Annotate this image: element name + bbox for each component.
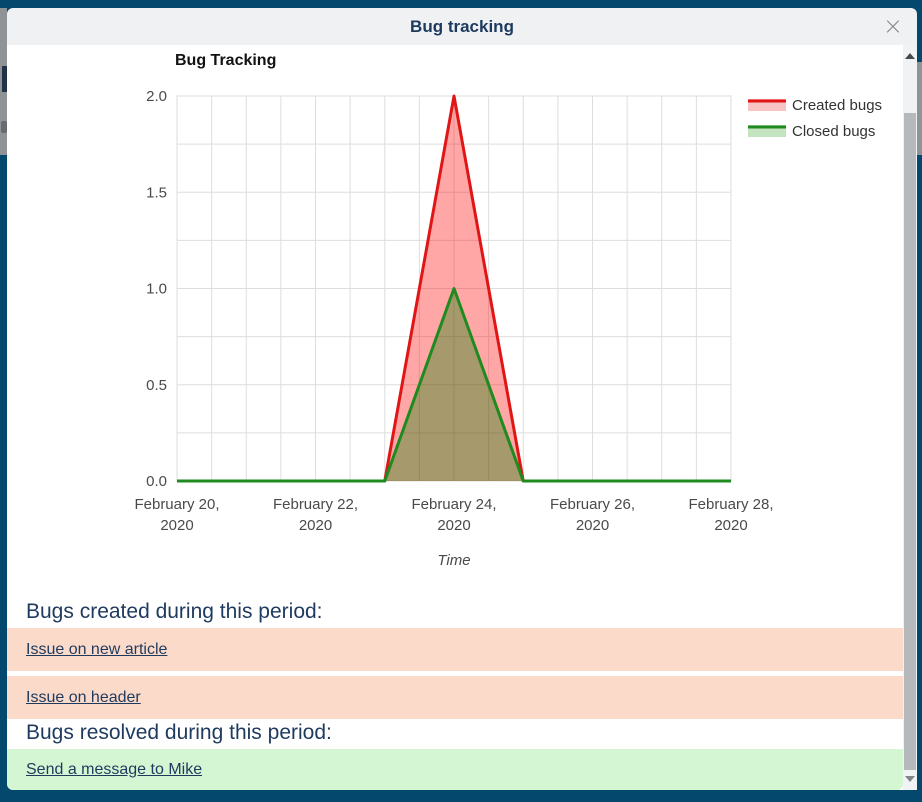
created-bug-row: Issue on header [7,676,903,719]
svg-text:February 22,: February 22, [273,496,358,513]
background-text-fragment: a [1,121,7,133]
svg-text:2020: 2020 [299,517,332,534]
svg-text:February 24,: February 24, [411,496,496,513]
close-icon[interactable]: × [882,11,903,40]
svg-text:0.0: 0.0 [146,473,167,490]
modal-body: Bug Tracking 2.0 1.5 1.0 0.5 0.0 February 20,… [7,45,903,790]
bug-tracking-chart[interactable]: 2.0 1.5 1.0 0.5 0.0 February 20, 2020 February … [7,45,903,590]
background-page-left-edge: u a [0,8,7,155]
created-section-heading: Bugs created during this period: [26,600,323,623]
resolved-bug-link[interactable]: Send a message to Mike [26,760,203,778]
svg-text:1.5: 1.5 [146,184,167,201]
scrollbar-track[interactable] [903,45,917,790]
created-bug-link[interactable]: Issue on new article [26,640,168,658]
svg-text:2.0: 2.0 [146,88,167,105]
svg-text:Created bugs: Created bugs [792,97,882,114]
chart-title: Bug Tracking [175,52,277,69]
svg-text:February 20,: February 20, [134,496,219,513]
modal-header: Bug tracking × [7,8,917,45]
created-bug-link[interactable]: Issue on header [26,688,141,706]
scrollbar-thumb[interactable] [904,113,916,770]
svg-text:2020: 2020 [576,517,609,534]
svg-text:Time: Time [437,552,470,569]
resolved-bug-row: Send a message to Mike [7,749,903,790]
svg-text:February 26,: February 26, [550,496,635,513]
svg-text:2020: 2020 [160,517,193,534]
svg-text:0.5: 0.5 [146,377,167,394]
svg-text:February 28,: February 28, [688,496,773,513]
scrollbar-down-icon[interactable] [905,776,915,782]
background-text-fragment: u [2,66,7,92]
scrollbar-up-icon[interactable] [905,53,915,59]
svg-text:Closed bugs: Closed bugs [792,123,875,140]
modal-title: Bug tracking [410,16,514,36]
background-page-scrollbar-fragment [917,62,922,155]
svg-text:1.0: 1.0 [146,281,167,298]
created-bug-row: Issue on new article [7,628,903,671]
svg-text:2020: 2020 [714,517,747,534]
svg-text:2020: 2020 [437,517,470,534]
resolved-section-heading: Bugs resolved during this period: [26,721,332,744]
